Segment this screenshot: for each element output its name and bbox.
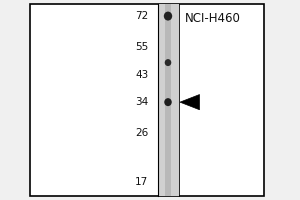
Text: NCI-H460: NCI-H460 xyxy=(185,12,241,25)
FancyBboxPatch shape xyxy=(158,4,178,196)
Ellipse shape xyxy=(164,12,172,21)
Text: 34: 34 xyxy=(135,97,148,107)
Text: 72: 72 xyxy=(135,11,148,21)
FancyBboxPatch shape xyxy=(165,4,171,196)
Text: 26: 26 xyxy=(135,128,148,138)
FancyBboxPatch shape xyxy=(30,4,264,196)
Text: 43: 43 xyxy=(135,70,148,80)
Ellipse shape xyxy=(165,59,171,66)
Polygon shape xyxy=(180,95,200,110)
Text: 17: 17 xyxy=(135,177,148,187)
Ellipse shape xyxy=(164,98,172,106)
Text: 55: 55 xyxy=(135,42,148,52)
